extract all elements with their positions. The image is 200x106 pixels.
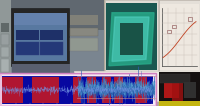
Bar: [102, 77, 111, 103]
Bar: [1, 59, 9, 72]
Bar: [0, 0, 11, 74]
Bar: [1, 74, 155, 105]
Bar: [70, 38, 98, 51]
Bar: [106, 3, 157, 70]
Bar: [11, 8, 69, 66]
Bar: [159, 101, 200, 106]
Bar: [160, 74, 190, 83]
Bar: [40, 42, 63, 55]
Bar: [188, 17, 192, 21]
Bar: [120, 23, 143, 55]
Bar: [172, 77, 183, 101]
Bar: [14, 13, 67, 25]
Bar: [164, 78, 179, 98]
Bar: [135, 77, 147, 103]
Bar: [114, 77, 123, 103]
Bar: [159, 0, 200, 72]
Bar: [12, 64, 70, 74]
Bar: [159, 72, 200, 106]
Bar: [33, 64, 45, 69]
Bar: [74, 71, 159, 101]
Bar: [2, 76, 153, 104]
Bar: [14, 13, 67, 61]
Bar: [1, 47, 9, 57]
Bar: [1, 23, 9, 32]
Bar: [172, 25, 176, 28]
Bar: [184, 82, 196, 98]
Bar: [32, 77, 59, 103]
Bar: [0, 73, 156, 106]
Bar: [73, 77, 81, 103]
Bar: [1, 34, 9, 45]
Bar: [77, 75, 156, 99]
Bar: [16, 30, 39, 40]
Bar: [70, 28, 98, 36]
Bar: [70, 15, 98, 25]
Bar: [167, 30, 171, 33]
Polygon shape: [112, 17, 149, 61]
Bar: [105, 0, 158, 72]
Bar: [160, 4, 199, 70]
Bar: [40, 30, 63, 40]
Bar: [0, 0, 104, 30]
Bar: [0, 0, 104, 74]
Bar: [16, 42, 39, 55]
Bar: [87, 77, 96, 103]
Polygon shape: [109, 13, 154, 66]
Bar: [2, 77, 23, 103]
